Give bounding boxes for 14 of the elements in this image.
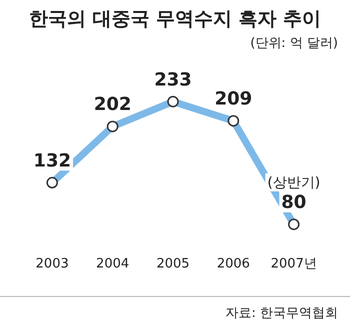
- annotation: (상반기): [267, 174, 320, 191]
- data-label: 202: [94, 94, 132, 116]
- x-tick-label: 2007년: [270, 256, 317, 272]
- data-label: 233: [154, 69, 192, 90]
- x-tick-label: 2004: [96, 256, 130, 272]
- data-label: 132: [33, 150, 71, 172]
- x-tick-label: 2003: [36, 256, 69, 272]
- data-label: 209: [214, 88, 252, 110]
- x-tick-label: 2005: [156, 256, 190, 272]
- x-tick-label: 2006: [216, 256, 250, 272]
- chart-subtitle: (단위: 억 달러): [249, 35, 339, 52]
- data-label: 80: [281, 192, 306, 214]
- text: 자료: 한국무역협회: [225, 305, 338, 322]
- chart-title: 한국의 대중국 무역수지 흑자 추이: [28, 7, 322, 32]
